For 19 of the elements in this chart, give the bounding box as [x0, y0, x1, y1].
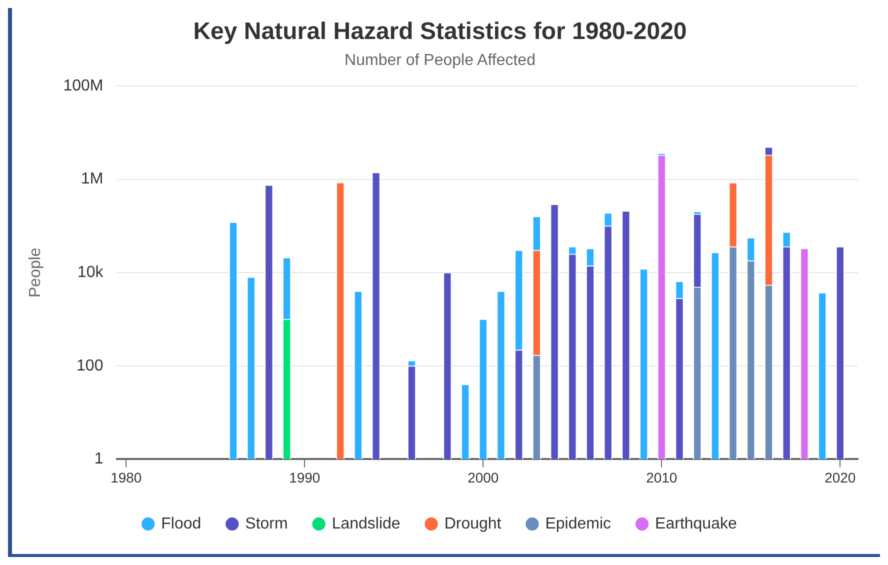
chart-title: Key Natural Hazard Statistics for 1980-2020: [193, 18, 687, 46]
legend-label: Storm: [245, 515, 288, 532]
x-tick-label: 2020: [824, 469, 856, 486]
y-tick-label: 100M: [63, 77, 104, 94]
legend-label: Landslide: [332, 515, 400, 532]
y-tick-label: 1M: [80, 170, 104, 188]
legend-label: Epidemic: [545, 515, 612, 532]
chart-subtitle: Number of People Affected: [344, 52, 536, 69]
y-axis-title: People: [27, 248, 44, 298]
x-tick-label: 2010: [646, 469, 678, 486]
legend-label: Flood: [161, 515, 202, 532]
x-tick-label: 1990: [289, 469, 320, 486]
legend-label: Earthquake: [655, 515, 737, 532]
legend-label: Drought: [444, 515, 502, 532]
y-tick-label: 1: [94, 450, 104, 468]
x-tick-label: 1980: [110, 469, 142, 486]
y-tick-label: 100: [76, 357, 104, 374]
x-tick-label: 2000: [468, 469, 499, 486]
y-tick-label: 10k: [77, 264, 104, 282]
